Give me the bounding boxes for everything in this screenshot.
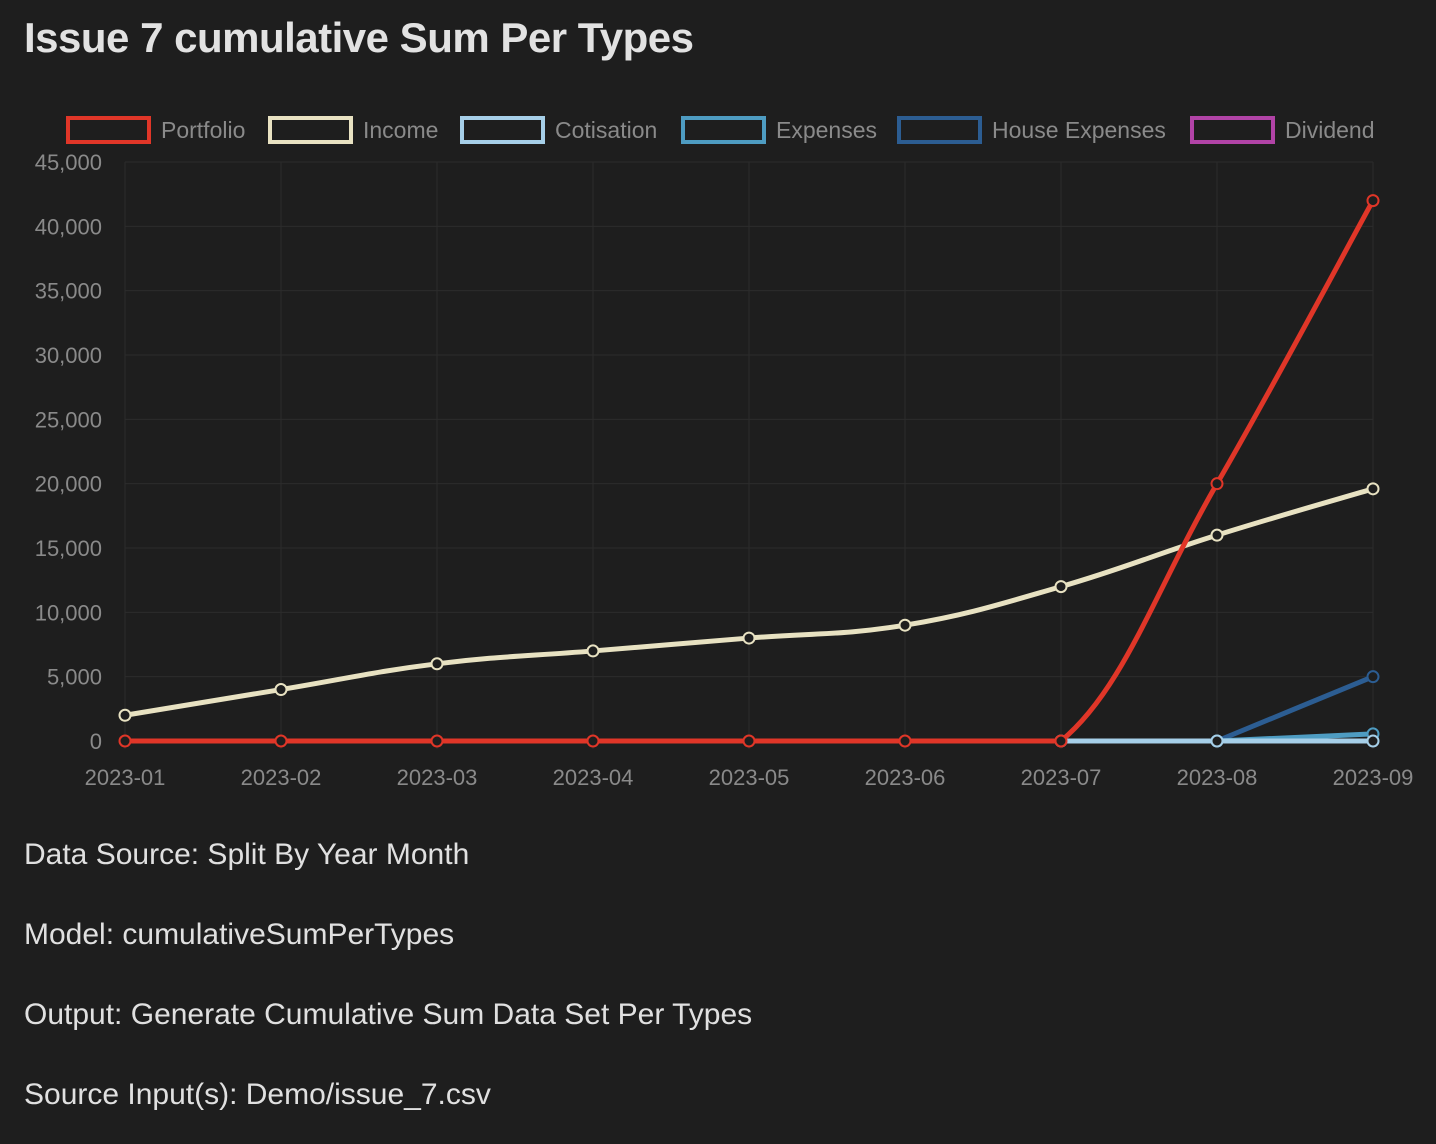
y-tick-label: 10,000	[35, 600, 102, 625]
output-text: Output: Generate Cumulative Sum Data Set…	[24, 998, 753, 1031]
source-input-text: Source Input(s): Demo/issue_7.csv	[24, 1078, 491, 1111]
x-tick-label: 2023-01	[85, 765, 166, 790]
data-point-portfolio	[274, 734, 288, 748]
x-tick-label: 2023-04	[553, 765, 634, 790]
x-tick-label: 2023-07	[1021, 765, 1102, 790]
line-chart: Portfolio Income Cotisation Expenses House E…	[35, 116, 1414, 790]
legend-swatch-income[interactable]	[268, 116, 353, 144]
y-tick-label: 15,000	[35, 536, 102, 561]
legend-label-dividend[interactable]: Dividend	[1285, 117, 1375, 143]
data-point-portfolio	[1366, 194, 1380, 208]
legend-label-expenses[interactable]: Expenses	[776, 117, 877, 143]
data-point-income	[1210, 528, 1224, 542]
legend-label-portfolio[interactable]: Portfolio	[161, 117, 245, 143]
legend-swatch-portfolio[interactable]	[66, 116, 151, 144]
legend-label-cotisation[interactable]: Cotisation	[555, 117, 657, 143]
data-point-portfolio	[1210, 477, 1224, 491]
x-tick-label: 2023-03	[397, 765, 478, 790]
data-point-portfolio	[1054, 734, 1068, 748]
data-point-portfolio	[898, 734, 912, 748]
series-line-house-expenses	[1214, 674, 1376, 744]
y-tick-label: 5,000	[47, 665, 102, 690]
legend-swatch-house-expenses[interactable]	[897, 116, 982, 144]
legend-swatch-dividend[interactable]	[1190, 116, 1275, 144]
y-tick-label: 20,000	[35, 472, 102, 497]
data-point-house-expenses	[1366, 670, 1380, 684]
y-tick-label: 35,000	[35, 279, 102, 304]
data-point-portfolio	[430, 734, 444, 748]
data-point-portfolio	[742, 734, 756, 748]
y-tick-label: 30,000	[35, 343, 102, 368]
x-axis: 2023-01 2023-02 2023-03 2023-04 2023-05 2023-…	[85, 765, 1414, 790]
data-point-portfolio	[586, 734, 600, 748]
page-title: Issue 7 cumulative Sum Per Types	[24, 14, 694, 61]
data-point-income	[118, 708, 132, 722]
x-tick-label: 2023-09	[1333, 765, 1414, 790]
data-source-text: Data Source: Split By Year Month	[24, 838, 470, 871]
data-point-income	[430, 657, 444, 671]
legend-label-house-expenses[interactable]: House Expenses	[992, 117, 1166, 143]
x-tick-label: 2023-06	[865, 765, 946, 790]
y-tick-label: 40,000	[35, 214, 102, 239]
y-tick-label: 25,000	[35, 407, 102, 432]
x-tick-label: 2023-02	[241, 765, 322, 790]
chart-series	[118, 194, 1380, 748]
data-point-income	[1366, 482, 1380, 496]
data-point-income	[586, 644, 600, 658]
data-point-cotisation	[1366, 734, 1380, 748]
data-point-income	[274, 683, 288, 697]
x-tick-label: 2023-05	[709, 765, 790, 790]
y-tick-label: 0	[90, 729, 102, 754]
y-axis: 0 5,000 10,000 15,000 20,000 25,000 30,000 35,0…	[35, 150, 102, 754]
series-line-portfolio	[122, 198, 1376, 744]
model-text: Model: cumulativeSumPerTypes	[24, 918, 455, 951]
x-tick-label: 2023-08	[1177, 765, 1258, 790]
y-tick-label: 45,000	[35, 150, 102, 175]
chart-legend: Portfolio Income Cotisation Expenses House E…	[66, 116, 1375, 144]
data-point-income	[742, 631, 756, 645]
legend-label-income[interactable]: Income	[363, 117, 438, 143]
chart-grid	[124, 161, 1374, 749]
data-point-portfolio	[118, 734, 132, 748]
legend-swatch-expenses[interactable]	[681, 116, 766, 144]
legend-swatch-cotisation[interactable]	[460, 116, 545, 144]
data-point-income	[1054, 580, 1068, 594]
data-point-cotisation	[1210, 734, 1224, 748]
data-point-income	[898, 618, 912, 632]
